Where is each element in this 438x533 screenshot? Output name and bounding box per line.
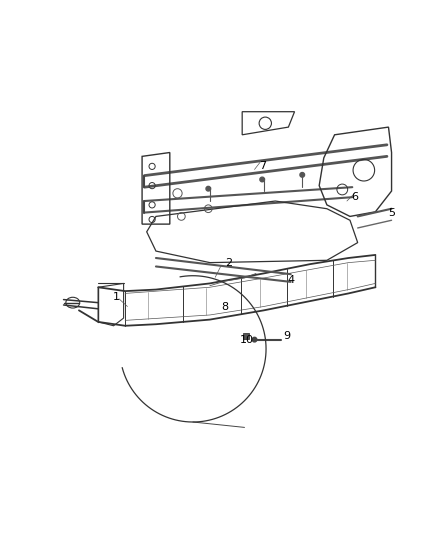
Text: 2: 2 bbox=[225, 257, 232, 268]
Text: 10: 10 bbox=[240, 335, 254, 345]
Text: 4: 4 bbox=[287, 274, 294, 285]
Circle shape bbox=[252, 337, 257, 342]
Circle shape bbox=[300, 173, 304, 177]
Bar bbox=[243, 333, 249, 339]
Text: 6: 6 bbox=[351, 192, 358, 202]
Text: 7: 7 bbox=[259, 160, 266, 171]
Circle shape bbox=[206, 187, 211, 191]
Text: 9: 9 bbox=[283, 331, 290, 341]
Circle shape bbox=[260, 177, 265, 182]
Text: 5: 5 bbox=[388, 207, 395, 217]
Text: 1: 1 bbox=[113, 292, 120, 302]
Text: 8: 8 bbox=[222, 302, 229, 311]
